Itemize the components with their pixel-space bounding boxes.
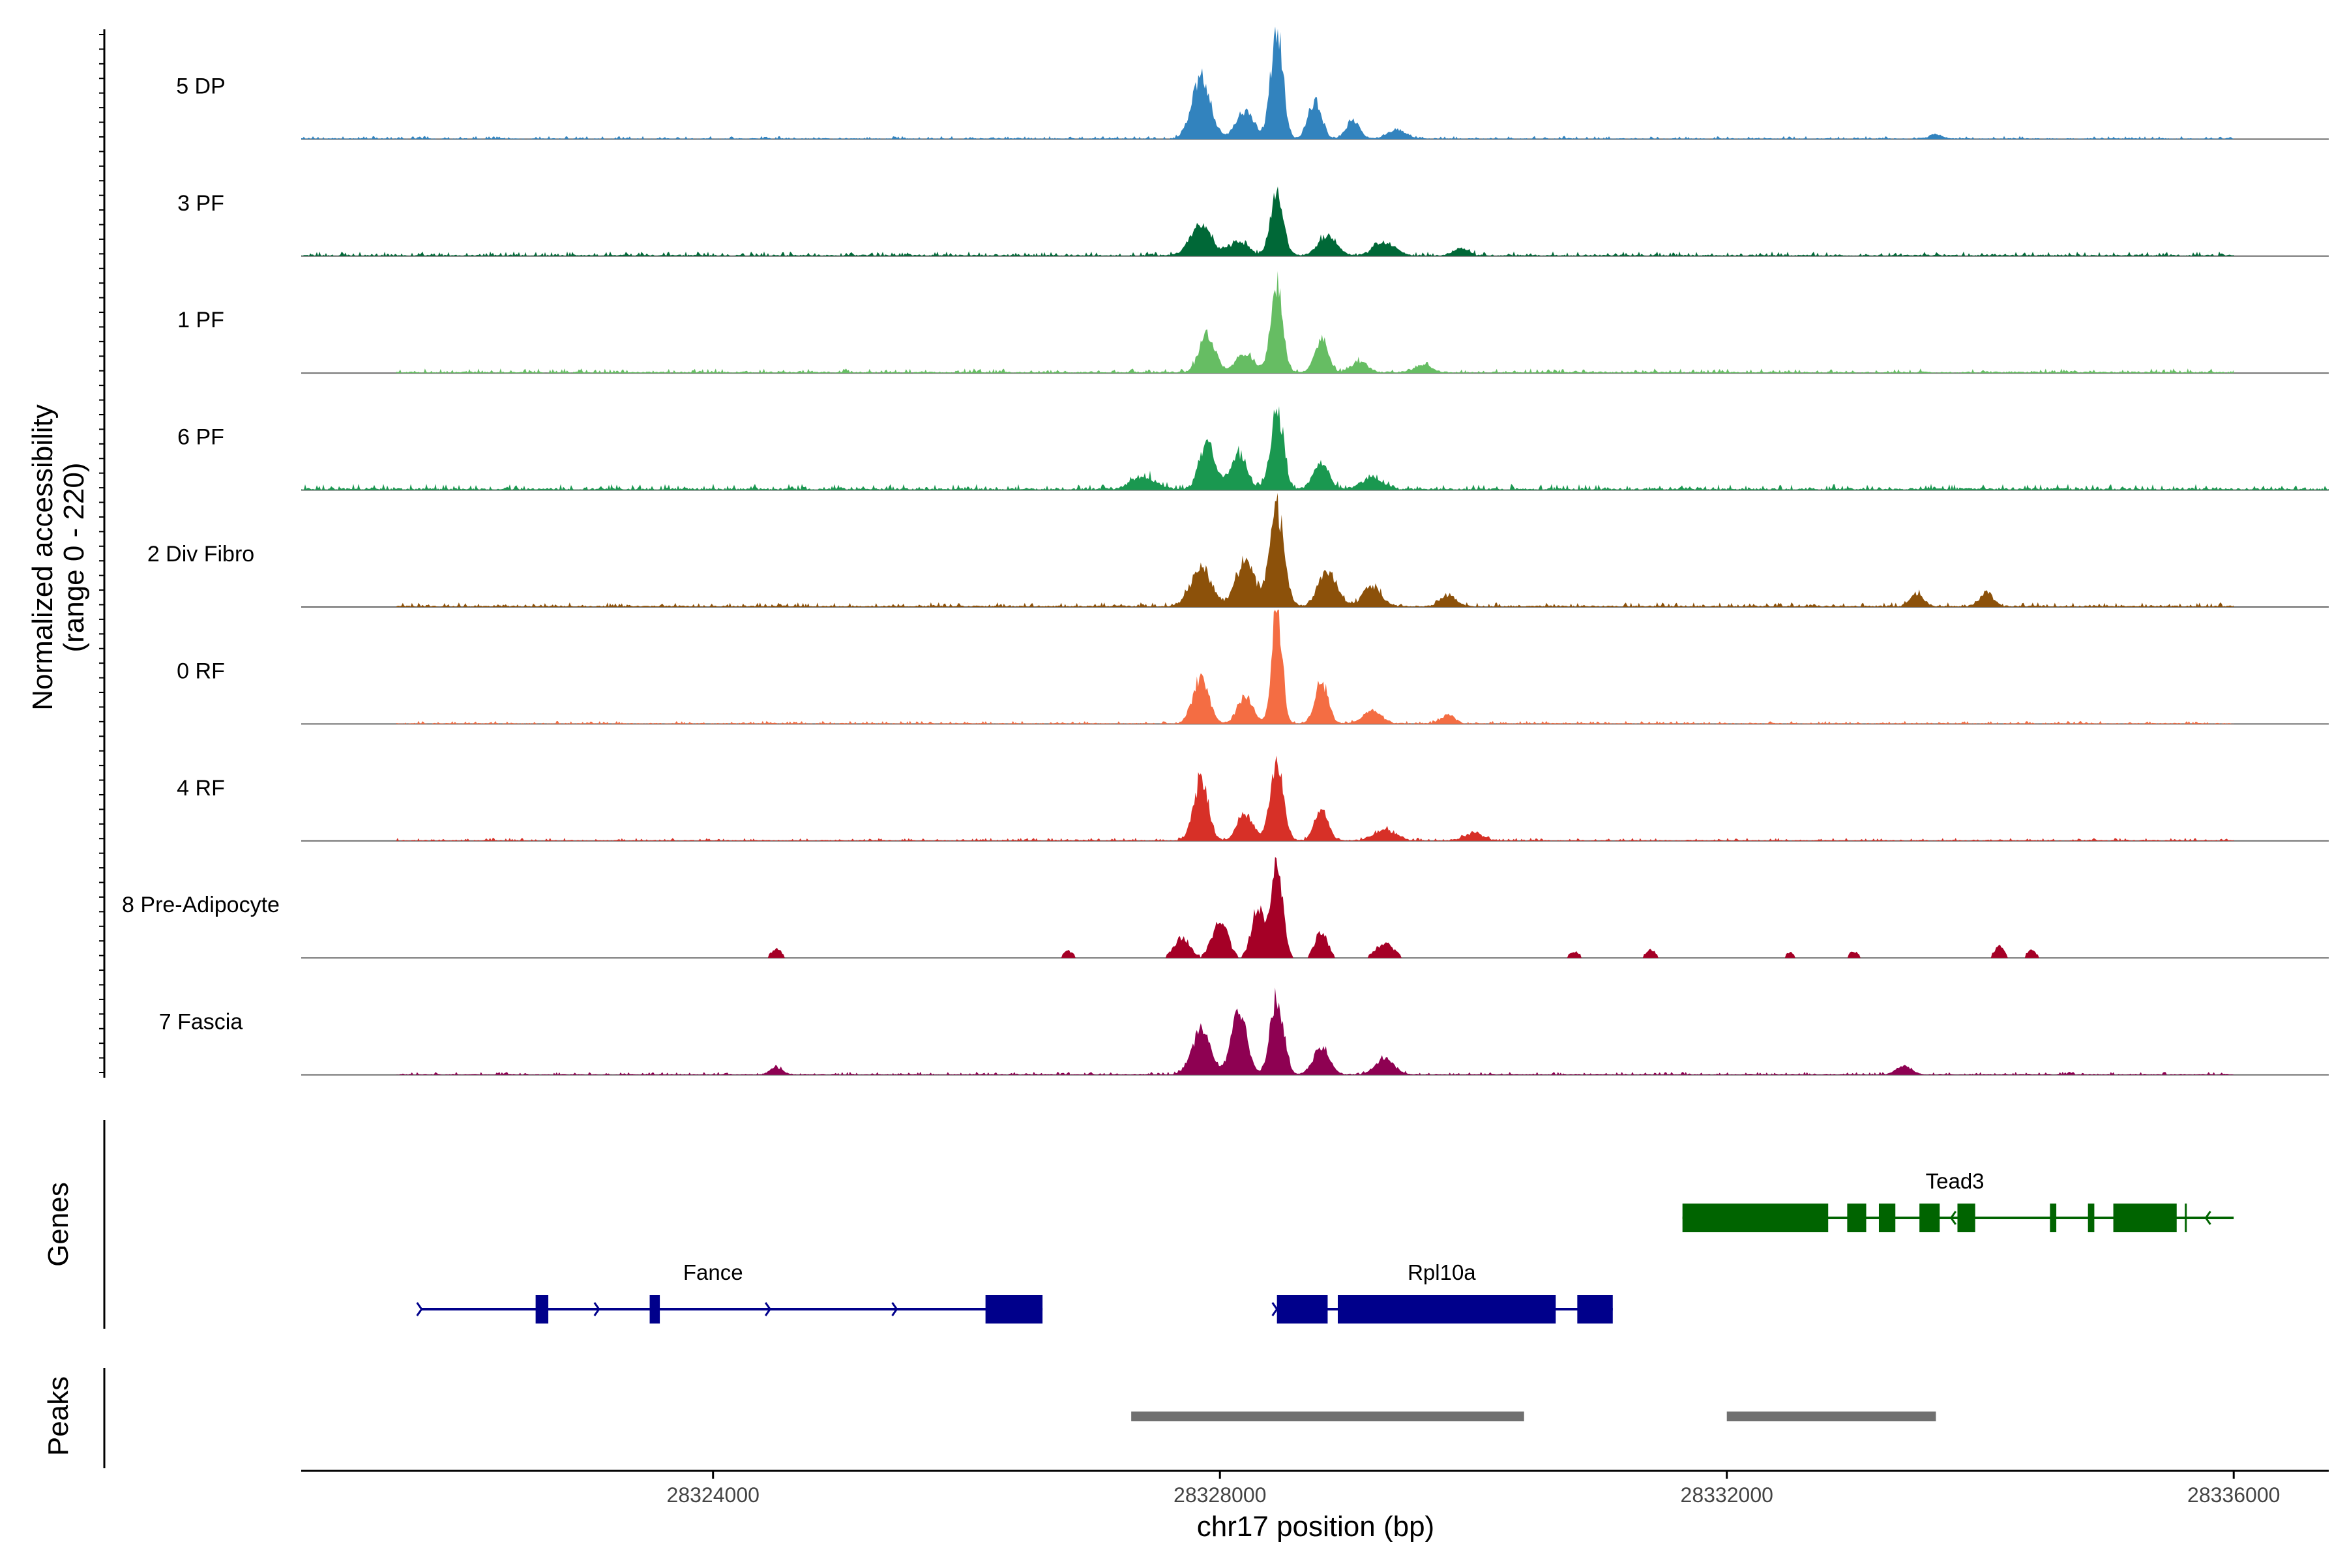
gene-exon <box>535 1295 549 1324</box>
coverage-area <box>396 756 2234 841</box>
gene-exon <box>1337 1295 1556 1324</box>
gene-exon <box>2050 1204 2057 1232</box>
x-tick-label: 28324000 <box>667 1483 760 1507</box>
genes-track-label: Genes <box>42 1182 74 1267</box>
track-3: 1 PF <box>177 271 2329 374</box>
strand-chevron <box>416 1302 423 1316</box>
coverage-area <box>396 493 2234 607</box>
y-axis-title: Normalized accessibility <box>27 404 59 710</box>
gene-rpl10a: Rpl10a <box>1271 1260 1613 1324</box>
strand-chevron <box>891 1302 898 1316</box>
x-tick-label: 28332000 <box>1681 1483 1773 1507</box>
x-axis: 28324000 28328000 28332000 28336000 <box>301 1470 2329 1507</box>
y-axis-range-note: (range 0 - 220) <box>58 462 90 652</box>
gene-exon <box>1682 1204 1829 1232</box>
strand-chevron <box>1271 1302 1278 1316</box>
track-label: 4 RF <box>177 776 225 801</box>
x-tick-label: 28336000 <box>2187 1483 2280 1507</box>
gene-exon <box>649 1295 660 1324</box>
gene-exon <box>1919 1204 1940 1232</box>
track-label: 1 PF <box>177 308 224 333</box>
x-axis-title: chr17 position (bp) <box>1197 1511 1434 1543</box>
track-label: 7 Fascia <box>159 1010 243 1035</box>
track-6: 0 RF <box>177 610 2329 725</box>
track-2: 3 PF <box>177 186 2329 257</box>
track-label: 6 PF <box>177 425 224 450</box>
coverage-area <box>396 610 2234 724</box>
gene-tead3: Tead3 <box>1682 1169 2234 1232</box>
coverage-area <box>301 406 2329 490</box>
gene-exon <box>1957 1204 1975 1232</box>
track-7: 4 RF <box>177 756 2329 842</box>
strand-chevron <box>1949 1211 1956 1225</box>
peak-region <box>1131 1412 1524 1421</box>
track-9: 7 Fascia <box>159 987 2329 1076</box>
track-5: 2 Div Fibro <box>147 493 2329 608</box>
gene-exon <box>985 1295 1043 1324</box>
coverage-area <box>301 186 2234 256</box>
track-1: 5 DP <box>176 26 2329 140</box>
coverage-area <box>396 857 2234 958</box>
coverage-area <box>396 271 2234 374</box>
strand-chevron <box>2204 1211 2211 1225</box>
gene-exon <box>2113 1204 2177 1232</box>
gene-label: Fance <box>683 1260 743 1284</box>
gene-exon <box>2088 1204 2095 1232</box>
peak-region <box>1726 1412 1936 1421</box>
track-4: 6 PF <box>177 406 2329 491</box>
track-label: 8 Pre-Adipocyte <box>122 893 280 917</box>
track-label: 3 PF <box>177 191 224 216</box>
peak-track <box>1131 1412 1936 1421</box>
coverage-tracks: 5 DP 3 PF 1 PF 6 PF 2 Div Fibro 0 RF 4 RF 8 Pre… <box>122 26 2329 1076</box>
gene-exon <box>1847 1204 1867 1232</box>
coverage-area <box>396 987 2234 1075</box>
gene-exon <box>1577 1295 1613 1324</box>
gene-track: Fance Rpl10a Tead3 <box>416 1169 2234 1324</box>
gene-label: Rpl10a <box>1408 1260 1476 1284</box>
x-tick-label: 28328000 <box>1174 1483 1266 1507</box>
left-axes <box>99 29 106 1468</box>
gene-fance: Fance <box>416 1260 1043 1324</box>
track-label: 5 DP <box>176 74 226 98</box>
coverage-area <box>301 26 2234 140</box>
gene-exon <box>1878 1204 1896 1232</box>
track-label: 2 Div Fibro <box>147 542 254 567</box>
peaks-track-label: Peaks <box>42 1376 74 1456</box>
track-label: 0 RF <box>177 658 225 683</box>
strand-chevron <box>593 1302 600 1316</box>
gene-exon <box>1277 1295 1328 1324</box>
strand-chevron <box>764 1302 772 1316</box>
gene-label: Tead3 <box>1926 1169 1985 1193</box>
track-8: 8 Pre-Adipocyte <box>122 857 2329 959</box>
